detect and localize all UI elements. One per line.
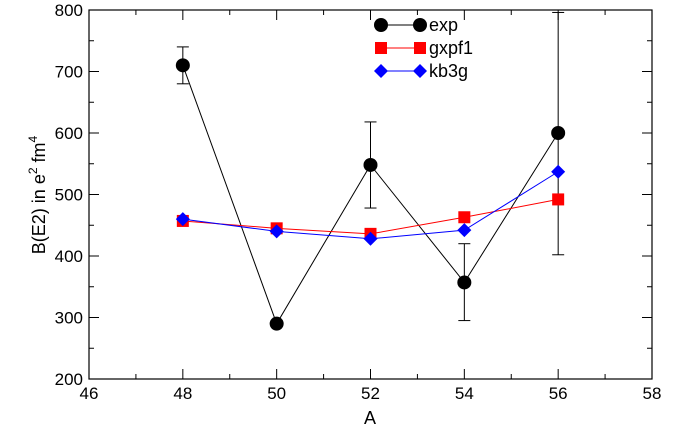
legend-label-gxpf1: gxpf1	[429, 38, 473, 58]
y-axis-label-unit: fm	[29, 142, 49, 167]
data-point-exp	[175, 58, 190, 73]
y-tick-label: 700	[55, 63, 83, 82]
legend-marker-gxpf1	[375, 42, 387, 54]
y-axis-label-main: B(E2) in e	[29, 174, 49, 254]
x-tick-label: 48	[173, 384, 192, 403]
y-tick-label: 600	[55, 124, 83, 143]
data-point-kb3g	[269, 224, 284, 239]
legend-marker-kb3g	[374, 64, 388, 78]
y-tick-label: 200	[55, 370, 83, 389]
data-point-kb3g	[363, 231, 378, 246]
data-point-exp	[363, 157, 378, 172]
tick-labels: 46 48 50 52 54 56 58 200 300 400 500 600 700 800	[55, 1, 662, 403]
x-tick-label: 58	[643, 384, 662, 403]
data-point-exp	[551, 126, 566, 140]
data-point-kb3g	[175, 212, 190, 227]
data-point-exp	[269, 316, 284, 331]
x-axis-label: A	[364, 408, 376, 428]
x-tick-label: 50	[267, 384, 286, 403]
x-tick-label: 56	[549, 384, 568, 403]
y-tick-label: 800	[55, 1, 83, 20]
y-tick-label: 500	[55, 186, 83, 205]
legend-marker-exp	[413, 18, 427, 32]
legend-marker-gxpf1	[414, 42, 426, 54]
series-markers	[175, 58, 566, 331]
legend-marker-exp	[374, 18, 388, 32]
legend-marker-kb3g	[413, 64, 427, 78]
data-point-exp	[457, 275, 472, 290]
y-axis-label: B(E2) in e2 fm4	[26, 135, 49, 254]
legend-label-kb3g: kb3g	[429, 61, 468, 81]
x-tick-label: 54	[455, 384, 474, 403]
data-point-kb3g	[551, 164, 566, 179]
x-tick-label: 46	[80, 384, 99, 403]
x-tick-label: 52	[361, 384, 380, 403]
y-tick-label: 300	[55, 309, 83, 328]
data-point-gxpf1	[552, 193, 565, 206]
y-axis-label-sup1: 2	[26, 167, 40, 174]
data-point-kb3g	[457, 223, 472, 238]
legend: exp gxpf1 kb3g	[374, 15, 473, 81]
legend-label-exp: exp	[429, 15, 458, 35]
y-axis-label-sup2: 4	[26, 135, 40, 142]
data-point-gxpf1	[458, 211, 471, 224]
y-tick-label: 400	[55, 247, 83, 266]
